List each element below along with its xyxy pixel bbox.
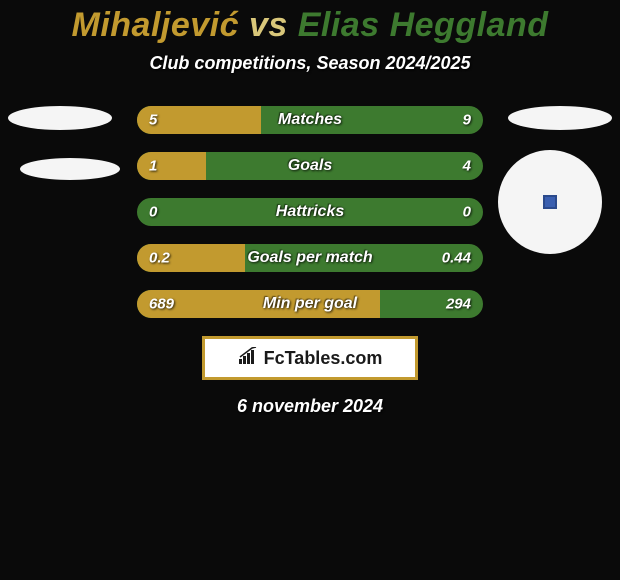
stat-label: Hattricks [276,203,344,221]
stat-value-right: 0 [463,204,471,221]
stat-row: 5 Matches 9 [137,106,483,134]
subtitle: Club competitions, Season 2024/2025 [0,53,620,74]
stat-bar-left [137,152,206,180]
stat-row: 689 Min per goal 294 [137,290,483,318]
team-badge-left-1 [8,106,112,130]
page-title: Mihaljević vs Elias Heggland [0,0,620,45]
stat-label: Min per goal [263,295,357,313]
stat-row: 0 Hattricks 0 [137,198,483,226]
stat-value-right: 9 [463,112,471,129]
stat-row: 0.2 Goals per match 0.44 [137,244,483,272]
stat-label: Matches [278,111,342,129]
title-player-right: Elias Heggland [298,6,549,44]
team-badge-left-2 [20,158,120,180]
stat-value-left: 0 [149,204,157,221]
stat-label: Goals per match [247,249,372,267]
badge-icon [543,195,557,209]
stat-value-right: 0.44 [442,250,471,267]
stat-row: 1 Goals 4 [137,152,483,180]
source-logo-text: FcTables.com [264,348,383,369]
team-badge-right-2 [498,150,602,254]
date-label: 6 november 2024 [0,396,620,417]
stat-value-left: 1 [149,158,157,175]
stat-value-left: 0.2 [149,250,170,267]
title-vs: vs [249,6,288,44]
source-logo: FcTables.com [202,336,418,380]
comparison-content: 5 Matches 9 1 Goals 4 0 Hattricks 0 0.2 Goals per … [0,106,620,417]
title-player-left: Mihaljević [72,6,240,44]
barchart-icon [238,347,260,370]
stat-value-right: 294 [446,296,471,313]
stat-label: Goals [288,157,332,175]
stat-value-left: 689 [149,296,174,313]
team-badge-right-1 [508,106,612,130]
stats-bars: 5 Matches 9 1 Goals 4 0 Hattricks 0 0.2 Goals per … [137,106,483,318]
stat-value-left: 5 [149,112,157,129]
stat-value-right: 4 [463,158,471,175]
